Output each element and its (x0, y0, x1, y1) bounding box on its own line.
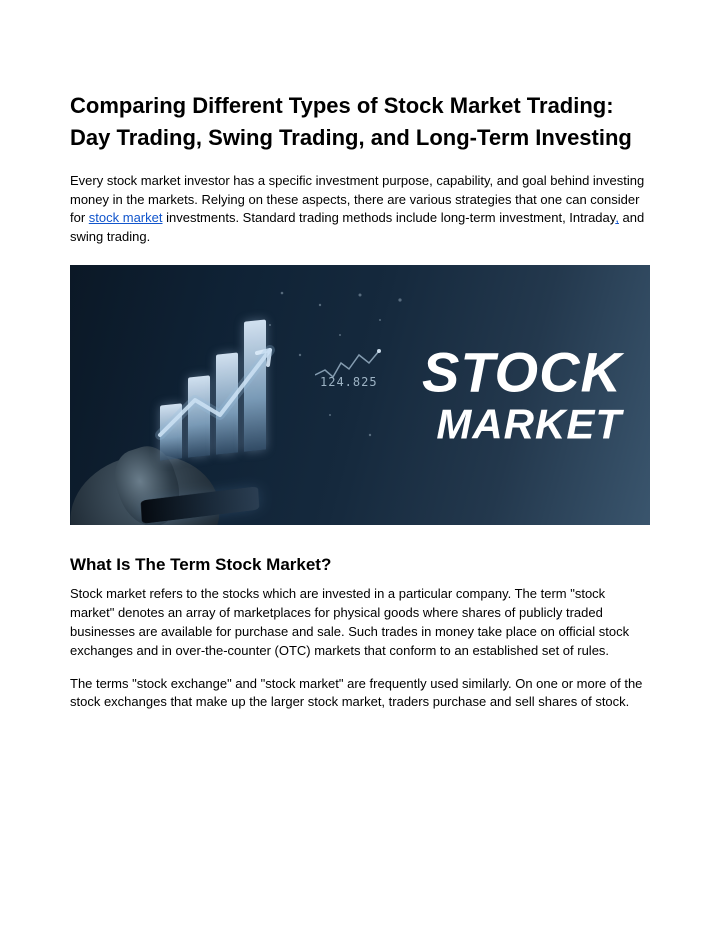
hero-line2: MARKET (422, 405, 622, 445)
hero-line1: STOCK (422, 346, 622, 399)
bar-2 (188, 375, 210, 457)
bar-1 (160, 403, 182, 460)
body-paragraph-1: Stock market refers to the stocks which … (70, 585, 650, 660)
bar-chart (160, 320, 266, 461)
page-title: Comparing Different Types of Stock Marke… (70, 90, 650, 154)
hero-number-label: 124.825 (320, 375, 378, 389)
intro-paragraph: Every stock market investor has a specif… (70, 172, 650, 247)
hero-image: 124.825 STOCK MARKET (70, 265, 650, 525)
intro-text-after: investments. Standard trading methods in… (162, 210, 615, 225)
hero-title-text: STOCK MARKET (422, 346, 622, 445)
section-heading: What Is The Term Stock Market? (70, 555, 650, 575)
bar-4 (244, 320, 266, 452)
stock-market-link[interactable]: stock market (89, 210, 163, 225)
body-paragraph-2: The terms "stock exchange" and "stock ma… (70, 675, 650, 713)
bar-3 (216, 353, 238, 455)
